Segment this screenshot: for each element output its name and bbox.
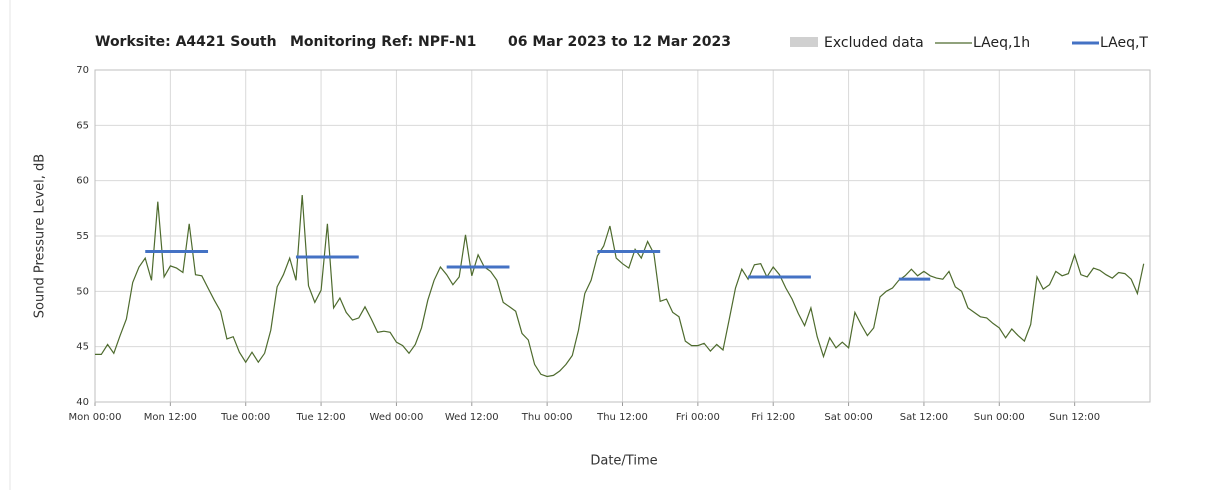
y-axis-label: Sound Pressure Level, dB <box>33 154 48 318</box>
plot-frame <box>94 69 1151 403</box>
y-tick-label: 70 <box>76 65 89 76</box>
x-tick-label: Sat 12:00 <box>900 412 948 423</box>
x-tick-label: Wed 00:00 <box>370 412 424 423</box>
laeq-1h-line <box>95 195 1145 378</box>
y-tick-label: 50 <box>76 286 89 297</box>
y-tick-label: 45 <box>76 342 89 353</box>
y-tick-label: 60 <box>76 176 89 187</box>
legend-swatch-excluded <box>790 37 818 47</box>
chart-title-dates: 06 Mar 2023 to 12 Mar 2023 <box>508 34 731 50</box>
x-tick-label: Thu 00:00 <box>521 412 573 423</box>
x-tick-label: Fri 00:00 <box>676 412 720 423</box>
chart-title-ref: Monitoring Ref: NPF-N1 <box>290 34 476 50</box>
x-tick-label: Tue 12:00 <box>296 412 346 423</box>
x-tick-label: Tue 00:00 <box>220 412 270 423</box>
y-tick-label: 55 <box>76 231 89 242</box>
x-axis-label: Date/Time <box>590 454 657 469</box>
legend-label: LAeq,T <box>1100 35 1148 51</box>
legend-label: Excluded data <box>824 35 924 51</box>
y-tick-label: 40 <box>76 397 89 408</box>
x-tick-label: Mon 00:00 <box>68 412 121 423</box>
legend-label: LAeq,1h <box>973 35 1030 51</box>
chart-title-site: Worksite: A4421 South <box>95 34 277 50</box>
x-tick-label: Wed 12:00 <box>445 412 499 423</box>
y-tick-label: 65 <box>76 120 89 131</box>
x-tick-label: Thu 12:00 <box>596 412 648 423</box>
x-tick-label: Sat 00:00 <box>824 412 872 423</box>
x-tick-label: Fri 12:00 <box>751 412 795 423</box>
x-tick-label: Mon 12:00 <box>144 412 197 423</box>
x-tick-label: Sun 00:00 <box>974 412 1025 423</box>
x-tick-label: Sun 12:00 <box>1049 412 1100 423</box>
